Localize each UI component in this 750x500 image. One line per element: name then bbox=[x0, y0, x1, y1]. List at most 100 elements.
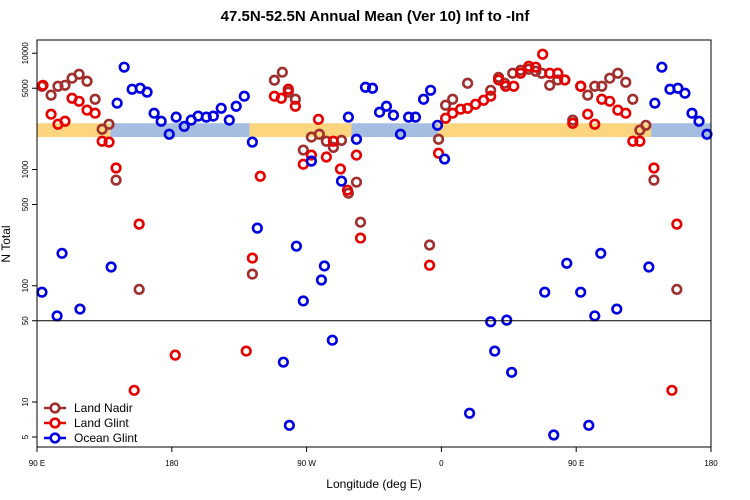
band-segment bbox=[249, 123, 352, 138]
point bbox=[559, 74, 571, 86]
point bbox=[110, 174, 122, 186]
point bbox=[96, 135, 108, 147]
y-axis-label: N Total bbox=[0, 225, 13, 262]
point bbox=[508, 80, 520, 92]
point bbox=[305, 155, 317, 167]
point bbox=[640, 119, 652, 131]
point bbox=[373, 106, 386, 118]
point bbox=[489, 345, 501, 357]
point bbox=[380, 100, 393, 112]
plot-frame bbox=[36, 39, 712, 448]
point bbox=[169, 349, 181, 361]
point bbox=[548, 429, 560, 441]
point bbox=[240, 345, 252, 357]
y-tick-label: 50 bbox=[21, 316, 30, 325]
point bbox=[409, 111, 422, 123]
point bbox=[567, 117, 579, 129]
point bbox=[246, 136, 258, 148]
point bbox=[671, 218, 683, 230]
point bbox=[334, 163, 347, 175]
point bbox=[425, 84, 437, 96]
y-tick-label: 10000 bbox=[21, 42, 30, 65]
point bbox=[313, 128, 325, 140]
point bbox=[51, 310, 63, 322]
point bbox=[431, 119, 444, 131]
band-segment bbox=[438, 123, 652, 138]
point bbox=[589, 310, 601, 322]
legend-label: Ocean Glint bbox=[74, 431, 138, 445]
point bbox=[366, 82, 379, 94]
x-tick-label: 90 E bbox=[29, 459, 45, 468]
point bbox=[37, 79, 49, 91]
point bbox=[350, 149, 363, 161]
point bbox=[530, 65, 542, 77]
point bbox=[133, 283, 145, 296]
point bbox=[335, 175, 348, 187]
y-tick-label: 500 bbox=[21, 197, 30, 211]
point bbox=[178, 120, 190, 132]
legend-label: Land Nadir bbox=[74, 401, 133, 415]
point bbox=[493, 74, 505, 86]
point bbox=[170, 111, 182, 123]
point bbox=[297, 295, 309, 307]
point bbox=[320, 135, 332, 147]
point bbox=[128, 384, 140, 396]
x-tick-label: 180 bbox=[165, 459, 179, 468]
point bbox=[575, 286, 587, 298]
point bbox=[254, 170, 266, 182]
point bbox=[277, 356, 289, 368]
point bbox=[394, 128, 407, 140]
point bbox=[620, 107, 632, 119]
point bbox=[96, 123, 108, 135]
point bbox=[387, 109, 400, 121]
point bbox=[485, 90, 497, 102]
point bbox=[59, 79, 71, 91]
point bbox=[656, 61, 668, 73]
band-segment bbox=[351, 123, 439, 138]
x-axis-label: Longitude (deg E) bbox=[326, 477, 421, 491]
point bbox=[315, 274, 328, 286]
point bbox=[537, 48, 549, 60]
y-tick-label: 5 bbox=[21, 434, 30, 439]
point bbox=[589, 80, 601, 92]
point bbox=[539, 286, 551, 298]
point bbox=[612, 67, 624, 79]
legend-marker bbox=[49, 402, 61, 414]
point bbox=[648, 174, 660, 186]
point bbox=[207, 110, 219, 122]
point bbox=[141, 86, 153, 98]
y-tick-label: 5000 bbox=[21, 79, 30, 97]
point bbox=[320, 151, 332, 163]
x-tick-label: 90 W bbox=[297, 459, 316, 468]
point bbox=[643, 261, 655, 273]
point bbox=[200, 111, 212, 123]
legend-marker bbox=[49, 417, 61, 429]
point bbox=[89, 107, 101, 119]
point bbox=[693, 115, 705, 127]
x-tick-label: 180 bbox=[704, 459, 718, 468]
point bbox=[251, 222, 263, 234]
marks bbox=[36, 48, 713, 441]
point bbox=[289, 93, 301, 105]
point bbox=[515, 67, 527, 79]
point bbox=[463, 407, 476, 419]
point bbox=[544, 79, 556, 91]
point bbox=[672, 82, 684, 94]
point bbox=[620, 76, 632, 88]
point bbox=[45, 108, 57, 120]
point bbox=[423, 239, 436, 251]
point bbox=[589, 118, 601, 130]
point bbox=[648, 162, 660, 174]
point bbox=[417, 93, 430, 105]
point bbox=[462, 77, 474, 89]
point bbox=[155, 115, 167, 127]
point bbox=[223, 114, 235, 126]
point bbox=[290, 240, 303, 252]
point bbox=[506, 366, 518, 378]
point bbox=[649, 97, 661, 109]
point bbox=[454, 103, 467, 115]
point bbox=[432, 133, 445, 145]
y-tick-label: 100 bbox=[21, 279, 30, 293]
point bbox=[118, 61, 130, 73]
point bbox=[354, 216, 367, 228]
